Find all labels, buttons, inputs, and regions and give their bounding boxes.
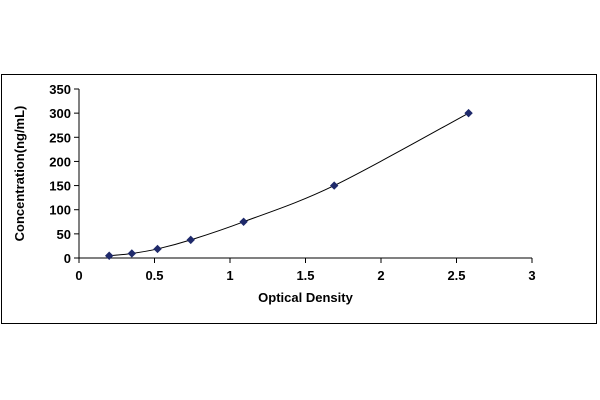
x-tick-label: 3 [528,268,535,283]
data-point [239,217,248,226]
data-point [329,181,339,190]
data-point [186,235,195,245]
chart-frame: 0 0.5 1 1.5 2 2.5 3 0 50 100 150 200 250 300 350 Opti… [1,74,597,324]
x-tick-label: 1.5 [296,268,314,283]
data-point [464,108,473,118]
y-ticks [74,88,79,259]
x-tick-label: 2 [377,268,384,283]
chart-svg: 0 0.5 1 1.5 2 2.5 3 0 50 100 150 200 250 300 350 Opti… [12,82,536,305]
y-tick-label: 200 [49,154,71,169]
y-tick-label: 300 [49,106,71,121]
data-markers [104,108,473,260]
x-tick-label: 0.5 [145,268,163,283]
x-axis-label: Optical Density [258,290,353,305]
y-tick-label: 100 [49,203,71,218]
x-tick-label: 2.5 [447,268,465,283]
x-tick-label: 1 [226,268,233,283]
y-tick-label: 250 [49,130,71,145]
x-tick-label: 0 [75,268,82,283]
y-tick-label: 0 [64,251,71,266]
data-point [153,244,162,254]
x-ticks [78,258,533,263]
x-tick-labels: 0 0.5 1 1.5 2 2.5 3 [75,268,535,283]
fit-curve [109,112,469,257]
y-axis-label: Concentration(ng/mL) [12,106,27,242]
y-tick-label: 350 [49,82,71,97]
data-point [127,249,137,258]
data-point [104,251,114,260]
y-tick-label: 50 [57,227,71,242]
y-tick-labels: 0 50 100 150 200 250 300 350 [49,82,71,266]
y-tick-label: 150 [49,179,71,194]
